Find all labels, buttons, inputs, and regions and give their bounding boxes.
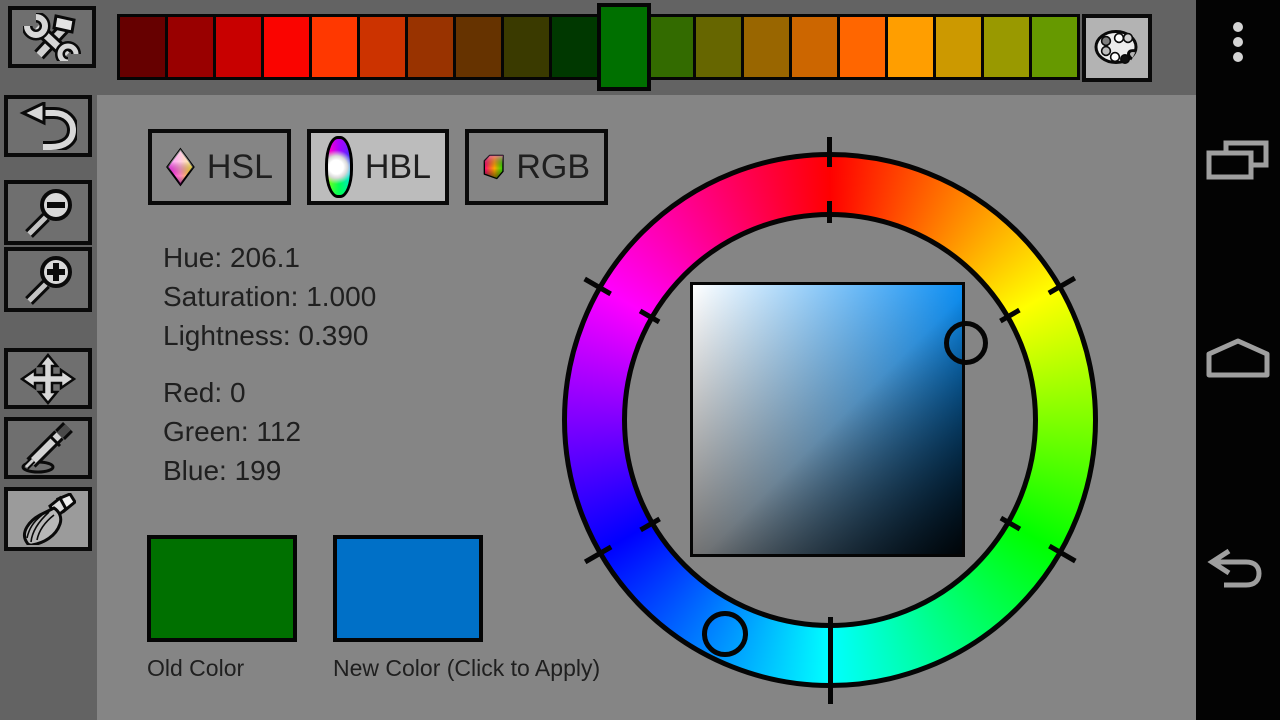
rgb-mode-button[interactable]: RGB	[465, 129, 608, 205]
home-button[interactable]	[1206, 338, 1270, 378]
hue-selector-circle[interactable]	[702, 611, 748, 657]
hue-line: Hue: 206.1	[163, 242, 301, 273]
recents-button[interactable]	[1206, 140, 1270, 182]
move-button[interactable]	[4, 348, 92, 409]
blue-line: Blue: 199	[163, 455, 282, 486]
palette-swatch[interactable]	[309, 14, 360, 80]
recent-apps-icon	[1206, 140, 1269, 180]
lightness-line: Lightness: 0.390	[163, 320, 369, 351]
palette-swatch[interactable]	[645, 14, 696, 80]
old-color-swatch	[147, 535, 297, 642]
hsl-mode-label: HSL	[206, 147, 273, 186]
overflow-menu-icon	[1233, 22, 1243, 62]
move-arrows-icon	[20, 352, 76, 405]
hbl-mode-label: HBL	[364, 147, 431, 186]
rgb-mode-label: RGB	[516, 147, 590, 186]
android-nav-bar	[1196, 0, 1280, 720]
palette-swatch[interactable]	[981, 14, 1032, 80]
palette-swatch[interactable]	[1029, 14, 1080, 80]
hsl-mode-button[interactable]: HSL	[148, 129, 291, 205]
back-icon	[1207, 548, 1262, 588]
palette-icon	[1094, 30, 1138, 64]
magnifier-plus-icon	[25, 255, 72, 305]
palette-swatch[interactable]	[693, 14, 744, 80]
new-color-label: New Color (Click to Apply)	[333, 655, 601, 681]
undo-button[interactable]	[4, 95, 92, 157]
palette-swatch[interactable]	[117, 14, 168, 80]
palette-swatch[interactable]	[165, 14, 216, 80]
zoom-in-button[interactable]	[4, 247, 92, 312]
palette-swatch[interactable]	[405, 14, 456, 80]
rgb-values: Red: 0 Green: 112 Blue: 199	[163, 373, 301, 490]
magnifier-minus-icon	[25, 188, 72, 238]
hsl-diamond-icon	[166, 147, 195, 187]
eyedropper-icon	[21, 422, 73, 474]
tools-icon	[23, 13, 81, 61]
saturation-lightness-square[interactable]	[690, 282, 965, 557]
green-line: Green: 112	[163, 416, 302, 447]
hbl-donut-icon	[325, 136, 353, 198]
palette-swatch[interactable]	[261, 14, 312, 80]
palette-button[interactable]	[1082, 14, 1152, 82]
hbl-mode-button[interactable]: HBL	[307, 129, 449, 205]
dropper-button[interactable]	[4, 417, 92, 479]
overflow-menu-button[interactable]	[1231, 20, 1245, 64]
home-icon	[1206, 338, 1270, 378]
zoom-out-button[interactable]	[4, 180, 92, 245]
palette-swatch-strip	[117, 3, 1080, 91]
palette-swatch[interactable]	[357, 14, 408, 80]
undo-icon	[19, 102, 77, 150]
tools-button[interactable]	[8, 6, 96, 68]
palette-swatch[interactable]	[741, 14, 792, 80]
palette-swatch[interactable]	[789, 14, 840, 80]
hsl-values: Hue: 206.1 Saturation: 1.000 Lightness: …	[163, 238, 376, 355]
saturation-line: Saturation: 1.000	[163, 281, 377, 312]
back-button[interactable]	[1207, 548, 1267, 588]
palette-swatch[interactable]	[837, 14, 888, 80]
brush-button[interactable]	[4, 487, 92, 551]
rgb-cube-icon	[483, 154, 504, 180]
old-color-label: Old Color	[147, 655, 245, 681]
palette-swatch[interactable]	[213, 14, 264, 80]
palette-swatch[interactable]	[885, 14, 936, 80]
palette-swatch[interactable]	[933, 14, 984, 80]
saturation-selector-circle[interactable]	[944, 321, 988, 365]
paintbrush-icon	[23, 493, 76, 545]
palette-swatch[interactable]	[453, 14, 504, 80]
palette-swatch[interactable]	[597, 3, 651, 91]
red-line: Red: 0	[163, 377, 246, 408]
palette-swatch[interactable]	[549, 14, 600, 80]
palette-swatch[interactable]	[501, 14, 552, 80]
new-color-swatch[interactable]	[333, 535, 483, 642]
